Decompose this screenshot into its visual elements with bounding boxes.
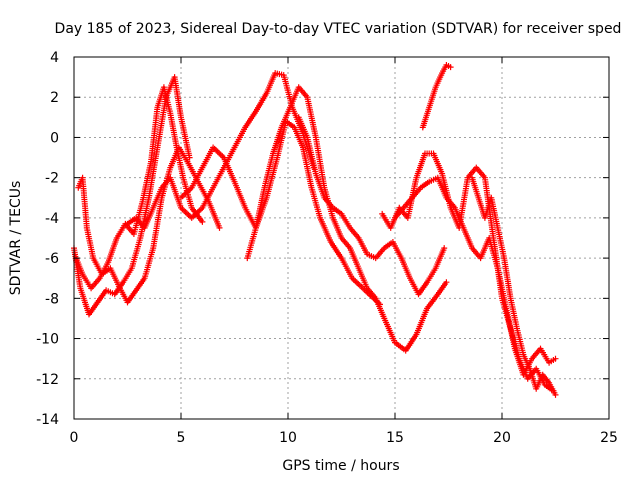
y-tick-label: -12 bbox=[36, 372, 59, 388]
x-tick-label: 20 bbox=[493, 430, 511, 446]
data-point-markers bbox=[75, 144, 223, 306]
series-track-10 bbox=[392, 174, 559, 378]
series-line bbox=[73, 75, 191, 316]
data-point-markers bbox=[178, 118, 383, 308]
x-tick-label: 5 bbox=[177, 430, 186, 446]
y-tick-label: 2 bbox=[50, 90, 59, 106]
series-track-3 bbox=[75, 144, 223, 306]
y-tick-label: -10 bbox=[36, 332, 59, 348]
y-tick-label: 4 bbox=[50, 50, 59, 66]
x-axis-label: GPS time / hours bbox=[282, 458, 399, 474]
series-layer bbox=[71, 62, 559, 398]
y-tick-label: -8 bbox=[45, 291, 59, 307]
chart-title: Day 185 of 2023, Sidereal Day-to-day VTE… bbox=[55, 21, 622, 37]
series-track-7 bbox=[295, 114, 448, 298]
x-tick-label: 0 bbox=[70, 430, 79, 446]
series-track-9 bbox=[419, 62, 454, 131]
x-tick-label: 15 bbox=[386, 430, 404, 446]
y-tick-label: -6 bbox=[45, 251, 59, 267]
data-point-markers bbox=[469, 174, 559, 398]
plot-frame bbox=[73, 56, 610, 420]
series-track-5 bbox=[178, 118, 383, 308]
y-tick-label: -4 bbox=[45, 211, 59, 227]
data-point-markers bbox=[392, 174, 559, 378]
x-tick-label: 10 bbox=[279, 430, 297, 446]
y-tick-label: -14 bbox=[36, 412, 59, 428]
data-point-markers bbox=[419, 62, 454, 131]
data-point-markers bbox=[244, 84, 450, 354]
series-line bbox=[394, 176, 556, 377]
y-tick-label: 0 bbox=[50, 130, 59, 146]
y-tick-label: -2 bbox=[45, 171, 59, 187]
series-line bbox=[298, 117, 445, 296]
y-axis-label: SDTVAR / TECUs bbox=[8, 181, 24, 296]
series-track-6 bbox=[244, 84, 450, 354]
series-track-11 bbox=[469, 174, 559, 398]
data-point-markers bbox=[295, 114, 448, 298]
x-tick-label: 25 bbox=[600, 430, 618, 446]
axes: 0 5 10 15 20 25 -14 -12 -10 -8 -6 -4 -2 0 2 4 bbox=[36, 50, 618, 446]
